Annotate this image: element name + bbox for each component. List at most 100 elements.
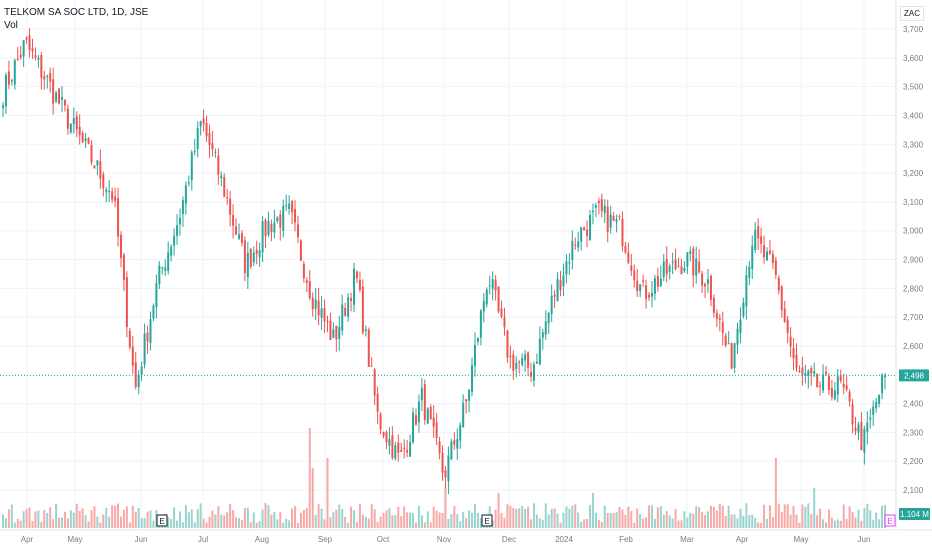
candle-body [491, 279, 494, 289]
candle-body [220, 175, 223, 179]
candle-body [193, 151, 196, 153]
candle-body [146, 332, 149, 342]
y-tick-label: 2,700 [903, 313, 924, 322]
volume-bar [412, 513, 415, 528]
chart-grid [0, 0, 896, 530]
y-tick-label: 3,600 [903, 54, 924, 63]
volume-bar [854, 517, 857, 528]
candle-body [125, 277, 128, 327]
y-tick-label: 2,400 [903, 400, 924, 409]
candle-body [364, 329, 367, 331]
volume-bar [541, 519, 544, 528]
volume-bar [335, 509, 338, 528]
volume-bar [273, 511, 276, 528]
volume-bar [450, 514, 453, 528]
volume-bar [264, 503, 267, 528]
candle-body [16, 58, 19, 60]
volume-bar [326, 458, 329, 528]
candle-body [842, 383, 845, 388]
volume-bar [839, 520, 842, 528]
candle-body [715, 312, 718, 319]
candle-body [75, 116, 78, 130]
candle-body [199, 121, 202, 127]
candle-body [444, 470, 447, 478]
candle-body [553, 294, 556, 297]
candle-body [350, 298, 353, 301]
volume-indicator-label[interactable]: Vol [4, 20, 18, 31]
candle-body [158, 265, 161, 284]
volume-bar [524, 508, 527, 528]
volume-bar [810, 514, 813, 528]
volume-bar [317, 504, 320, 528]
volume-bar [173, 507, 176, 528]
volume-bar [866, 503, 869, 528]
candle-body [721, 322, 724, 333]
candle-body [149, 319, 152, 344]
candle-body [547, 312, 550, 324]
upcoming-earnings-marker[interactable] [884, 514, 896, 527]
volume-bar [314, 514, 317, 528]
candle-body [282, 205, 285, 231]
earnings-marker[interactable] [156, 514, 168, 527]
volume-bar [406, 512, 409, 528]
candle-body [836, 376, 839, 395]
candle-body [730, 343, 733, 369]
volume-bar [506, 504, 509, 528]
volume-bar [586, 518, 589, 528]
volume-bar [689, 512, 692, 528]
candle-body [341, 304, 344, 331]
volume-bar [648, 505, 651, 528]
volume-bar [78, 510, 81, 528]
volume-bar [857, 509, 860, 528]
candle-body [851, 404, 854, 425]
candle-body [105, 189, 108, 193]
volume-bar [435, 510, 438, 528]
candle-body [329, 320, 332, 341]
volume-bar [423, 522, 426, 528]
volume-bar [261, 509, 264, 528]
volume-bar [220, 514, 223, 528]
volume-bar [674, 509, 677, 528]
candle-body [108, 191, 111, 193]
earnings-marker[interactable] [481, 514, 493, 527]
candle-body [208, 132, 211, 146]
volume-bar [176, 520, 179, 528]
volume-bar [90, 510, 93, 528]
candle-body [432, 417, 435, 427]
candle-body [400, 449, 403, 452]
currency-badge[interactable]: ZAC [900, 6, 924, 21]
volume-bar [137, 507, 140, 528]
volume-bar [704, 515, 707, 528]
volume-bar [503, 517, 506, 528]
volume-bar [4, 518, 7, 528]
volume-bar [677, 520, 680, 528]
y-tick-label: 3,100 [903, 198, 924, 207]
time-axis[interactable]: Apr May Jun Jul Aug Sep Oct Nov Dec 2024 Feb Mar Apr… [21, 535, 871, 544]
candle-body [819, 385, 822, 387]
volume-bar [167, 516, 170, 528]
volume-bar [240, 520, 243, 528]
volume-bar [397, 506, 400, 528]
x-tick-label: May [67, 535, 82, 544]
y-tick-label: 3,200 [903, 169, 924, 178]
volume-bar [459, 521, 462, 528]
volume-bar [509, 505, 512, 528]
volume-bar [444, 488, 447, 528]
candle-body [591, 210, 594, 213]
volume-bar [568, 508, 571, 528]
volume-bar [777, 503, 780, 528]
price-axis[interactable]: 2,1002,2002,3002,4002,5002,6002,7002,800… [903, 25, 924, 495]
volume-bar [37, 510, 40, 528]
candle-body [119, 234, 122, 258]
candle-body [527, 352, 530, 368]
volume-bar [258, 521, 261, 528]
volume-bar [105, 507, 108, 528]
volume-bar [353, 510, 356, 528]
volume-bar [600, 522, 603, 528]
volume-bar [75, 503, 78, 528]
volume-bar [361, 514, 364, 528]
candle-body [122, 254, 125, 280]
volume-bar [686, 517, 689, 528]
volume-bar [583, 519, 586, 528]
